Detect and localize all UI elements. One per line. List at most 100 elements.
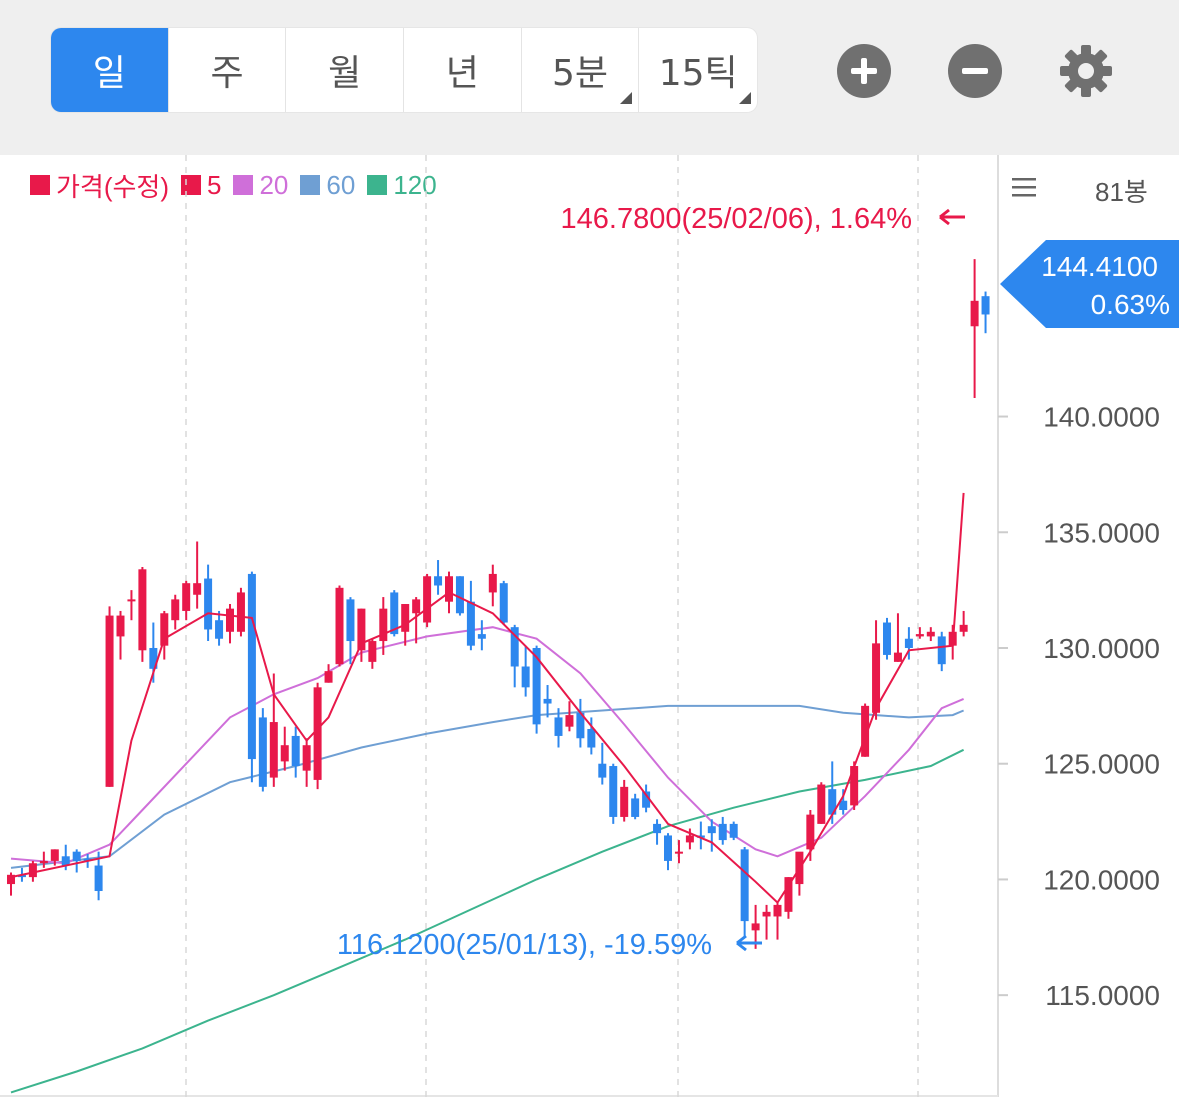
settings-button[interactable] (1058, 43, 1114, 99)
candle-body (171, 599, 180, 621)
candle-body (204, 578, 213, 630)
candle-body (226, 608, 234, 632)
candle-body (970, 300, 979, 327)
candle-body (729, 823, 738, 838)
tab-label: 15틱 (658, 53, 738, 94)
legend-item: 60 (300, 170, 355, 201)
candle-body (39, 860, 48, 864)
ma20-line (10, 626, 964, 865)
candle-body (762, 911, 771, 917)
candle-body (499, 583, 508, 623)
candle-body (390, 592, 399, 635)
candle-body (236, 592, 245, 632)
plus-vertical-stroke (861, 58, 867, 84)
candle-body (302, 745, 311, 771)
candle-body (280, 745, 289, 762)
y-tick-label: 115.0000 (1045, 980, 1160, 1011)
candle-body (631, 798, 640, 817)
candle-body (904, 638, 913, 648)
legend-label: 120 (393, 169, 437, 200)
candle-body (806, 814, 815, 850)
chart-toolbar: 일 주 월 년 5분 15틱 (0, 0, 1179, 155)
candle-body (346, 599, 355, 642)
candle-body (893, 652, 902, 662)
candle-body (7, 874, 15, 885)
tab-label: 월 (328, 53, 362, 94)
candle-body (401, 604, 410, 632)
candle-body (959, 624, 968, 632)
tab-2[interactable]: 월 (286, 28, 405, 112)
hamburger-icon[interactable] (1010, 172, 1040, 202)
period-tabs: 일 주 월 년 5분 15틱 (51, 28, 757, 112)
candle-body (510, 627, 519, 667)
candle-body (839, 800, 848, 811)
legend-swatch (367, 175, 388, 195)
legend-swatch (300, 175, 321, 195)
high-marker-arrow (939, 208, 965, 226)
candle-body (620, 786, 629, 817)
candle-body (61, 856, 70, 866)
tab-4[interactable]: 5분 (522, 28, 640, 112)
candle-body (434, 576, 443, 586)
candle-body (160, 613, 169, 646)
candle-body (116, 615, 125, 637)
gear-icon (1060, 45, 1112, 97)
candle-body (455, 576, 464, 614)
candle-body (94, 865, 103, 892)
ma120-line (10, 748, 965, 1094)
candle-body (127, 599, 136, 602)
candle-body (850, 766, 859, 806)
candle-body (926, 631, 935, 637)
candle-body (247, 573, 256, 760)
candle-body (466, 601, 475, 646)
candle-body (412, 599, 421, 614)
candle-body (324, 671, 333, 683)
y-tick-label: 130.0000 (1043, 633, 1160, 664)
tab-1[interactable]: 주 (169, 28, 287, 112)
candle-body (828, 789, 837, 815)
candle-body (784, 877, 793, 912)
zoom-out-button[interactable] (948, 44, 1002, 98)
candle-body (17, 874, 26, 878)
y-tick-label: 125.0000 (1043, 749, 1160, 780)
candle-body (817, 784, 826, 824)
low-marker-arrow (736, 934, 762, 952)
candle-body (269, 722, 278, 778)
candle-body (948, 631, 957, 646)
ma5-line (10, 492, 965, 905)
candle-body (105, 615, 114, 787)
tab-3[interactable]: 년 (404, 28, 522, 112)
tab-label: 년 (445, 53, 479, 94)
candle-body (28, 863, 37, 878)
candle-body (445, 576, 453, 602)
candle-body (488, 573, 497, 593)
candle-body (565, 715, 574, 727)
candle-body (149, 647, 158, 669)
candle-body (357, 608, 366, 651)
candle-body (872, 643, 881, 713)
candle-body (707, 826, 716, 834)
candle-body (477, 634, 486, 639)
candle-body (751, 923, 760, 931)
candle-body (915, 634, 924, 637)
candle-body (937, 636, 946, 665)
ma60-line (10, 704, 964, 869)
bar-count: 81봉 (1095, 177, 1148, 207)
legend-item: 120 (367, 169, 437, 201)
candle-body (291, 735, 300, 767)
candle-body (718, 823, 727, 841)
legend-swatch (233, 175, 254, 195)
legend-item: 가격(수정) (30, 167, 169, 204)
candle-body (653, 823, 662, 834)
tab-label: 주 (210, 53, 244, 94)
candle-body (674, 851, 683, 854)
candle-body (773, 904, 782, 917)
candle-body (313, 687, 322, 780)
legend-label: 5 (207, 169, 222, 200)
tab-0[interactable]: 일 (51, 28, 169, 112)
zoom-in-button[interactable] (837, 44, 891, 98)
tab-5[interactable]: 15틱 (639, 28, 757, 112)
candle-body (883, 622, 891, 655)
current-price-value: 144.4100 (1041, 251, 1158, 282)
